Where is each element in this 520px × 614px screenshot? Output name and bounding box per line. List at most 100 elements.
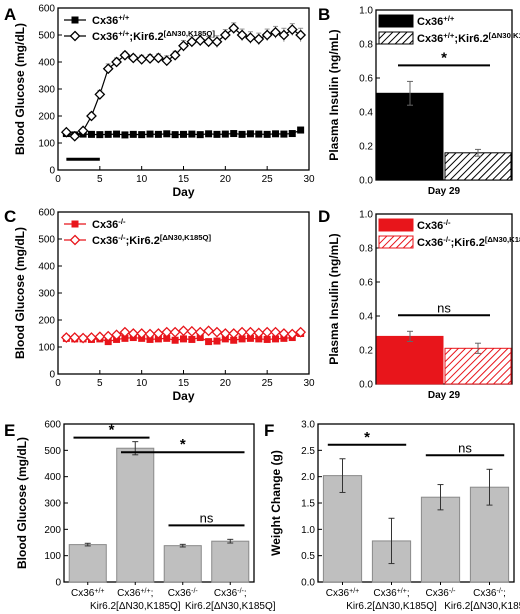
x-tick-label: Cx36+/+ [71, 588, 104, 600]
legend-label: Cx36-/-;Kir6.2[ΔN30,K185Q] [92, 233, 211, 248]
y-axis-title: Blood Glucose (mg/dL) [13, 227, 27, 359]
significance-label: * [180, 436, 186, 453]
data-point [161, 55, 173, 67]
x-tick-label: Cx36-/-; [473, 588, 506, 600]
legend-marker [71, 16, 79, 24]
data-point [286, 24, 298, 36]
data-point [253, 327, 265, 339]
y-axis-title: Weight Change (g) [269, 450, 283, 556]
y-tick-label: 2.0 [301, 472, 315, 483]
y-tick-label: 0 [49, 166, 55, 177]
data-point [152, 328, 164, 339]
x-tick-label: 10 [136, 378, 148, 389]
plot-frame [375, 9, 513, 181]
y-tick-label: 1.0 [301, 525, 315, 536]
data-point [69, 332, 81, 343]
y-axis-title: Plasma Insulin (ng/mL) [327, 29, 341, 160]
x-tick-label: Cx36-/- [168, 588, 199, 600]
y-tick-label: 100 [38, 139, 55, 150]
data-point [188, 335, 196, 343]
data-point [119, 49, 131, 61]
data-point [161, 326, 173, 338]
y-tick-label: 0.0 [301, 578, 315, 589]
panel-letter-b: B [318, 5, 330, 24]
y-tick-label: 0.2 [359, 346, 373, 357]
legend-swatch [378, 218, 414, 232]
data-point [77, 332, 89, 344]
y-tick-label: 0 [49, 370, 55, 381]
data-point [138, 131, 146, 139]
legend-marker [69, 234, 81, 246]
data-point [270, 26, 281, 38]
data-point [180, 130, 187, 138]
data-point [60, 332, 72, 343]
legend-swatch [378, 235, 414, 249]
legend-label: Cx36+/+;Kir6.2[ΔN30,K185Q] [417, 31, 520, 46]
y-axis-title: Plasma Insulin (ng/mL) [327, 233, 341, 364]
data-point [205, 130, 213, 138]
data-point [263, 130, 271, 138]
significance-label: * [364, 429, 370, 446]
y-tick-label: 0.6 [359, 74, 373, 85]
legend-label: Cx36+/+ [92, 13, 130, 28]
y-tick-label: 1.0 [359, 6, 373, 17]
y-tick-label: 0.5 [301, 551, 315, 562]
y-tick-label: 0.8 [359, 40, 373, 51]
data-point [127, 52, 139, 64]
bar [420, 496, 461, 583]
data-point [205, 338, 213, 346]
data-point [213, 337, 221, 345]
legend-label: Cx36+/+;Kir6.2[ΔN30,K185Q] [92, 29, 215, 44]
data-point [297, 126, 305, 134]
legend-marker [71, 220, 79, 228]
y-tick-label: 0.0 [359, 380, 373, 391]
data-point [77, 125, 89, 137]
y-tick-label: 400 [44, 472, 61, 483]
data-point [211, 326, 223, 338]
x-tick-label: 0 [55, 174, 61, 185]
data-point [261, 326, 273, 338]
data-point [144, 53, 156, 64]
y-axis-title: Blood Glucose (mg/dL) [13, 23, 27, 155]
y-tick-label: 500 [38, 31, 55, 42]
data-point [152, 52, 164, 64]
legend-swatch [378, 31, 414, 45]
data-point [113, 130, 121, 138]
data-point [203, 36, 215, 48]
panel-letter-f: F [264, 421, 274, 440]
x-tick-label: 5 [97, 174, 103, 185]
data-point [245, 326, 256, 338]
panel-letter-d: D [318, 207, 330, 226]
data-point [129, 130, 137, 138]
data-point [94, 88, 106, 100]
data-point [219, 328, 231, 339]
data-point [186, 36, 198, 48]
y-tick-label: 500 [44, 446, 61, 457]
y-tick-label: 2.5 [301, 446, 315, 457]
data-point [295, 326, 307, 338]
data-point [219, 29, 231, 41]
x-tick-label: 30 [303, 174, 315, 185]
legend-swatch [378, 14, 414, 28]
panel-letter-c: C [4, 207, 16, 226]
data-point [186, 325, 198, 337]
data-point [230, 130, 238, 138]
legend-label: Cx36-/-;Kir6.2[ΔN30,K185Q] [417, 235, 520, 250]
y-tick-label: 0.4 [359, 312, 373, 323]
bar [376, 92, 444, 181]
data-point [253, 33, 265, 45]
y-tick-label: 0 [55, 578, 61, 589]
x-tick-label: 30 [303, 378, 315, 389]
data-point [228, 22, 240, 34]
y-tick-label: 300 [38, 85, 55, 96]
data-point [154, 130, 162, 138]
y-tick-label: 500 [38, 235, 55, 246]
legend-marker [69, 30, 81, 42]
data-point [196, 131, 204, 139]
x-tick-label: Kir6.2[ΔN30,K185Q] [185, 601, 276, 612]
x-tick-label: Kir6.2[ΔN30,K185Q] [444, 601, 520, 612]
significance-label: ns [458, 440, 472, 455]
data-point [86, 110, 97, 122]
